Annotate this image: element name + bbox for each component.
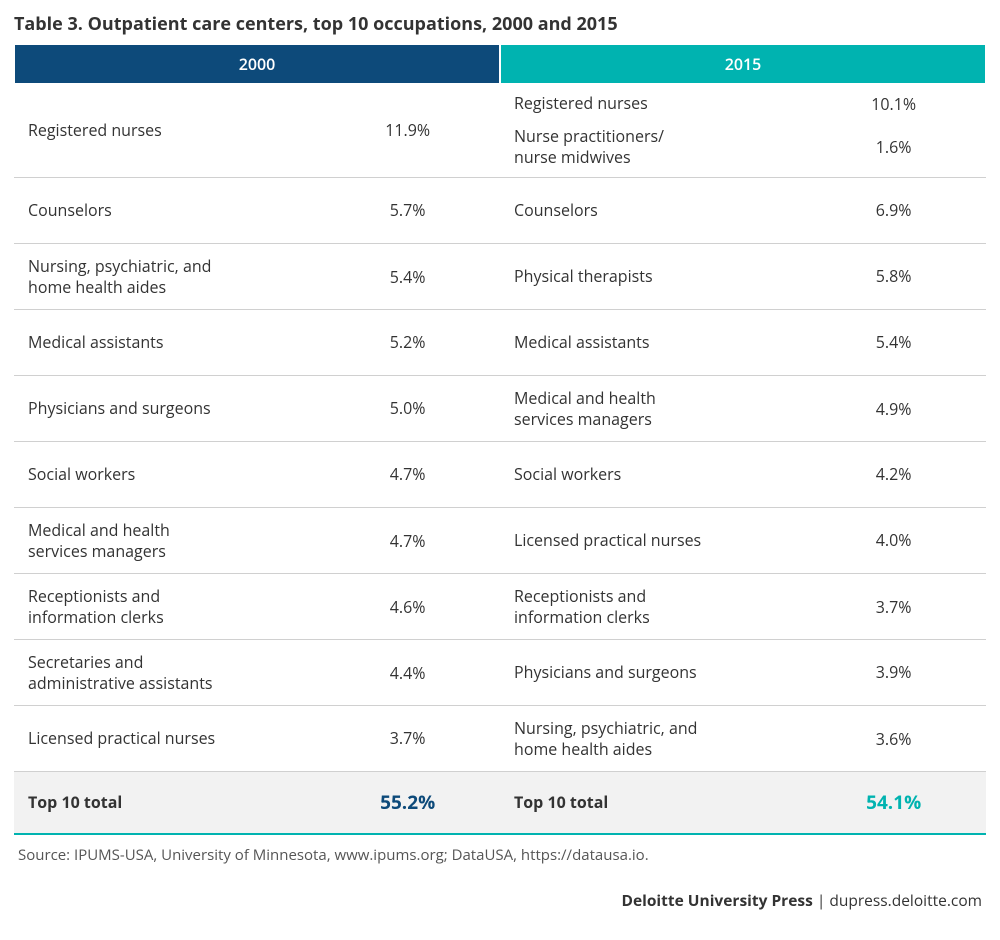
table-row: Secretaries andadministrative assistants… <box>14 640 986 706</box>
total-value-2015: 54.1% <box>801 789 986 815</box>
cell-left: Receptionists andinformation clerks4.6% <box>14 574 500 639</box>
header-2000: 2000 <box>14 44 500 84</box>
attribution-link: dupress.deloitte.com <box>829 889 982 911</box>
cell-right: Social workers4.2% <box>500 442 986 507</box>
table-title: Table 3. Outpatient care centers, top 10… <box>14 12 986 36</box>
occupation-label: Registered nurses <box>14 114 315 147</box>
cell-right: Nursing, psychiatric, andhome health aid… <box>500 706 986 771</box>
table-row: Registered nurses11.9%Registered nurses1… <box>14 84 986 178</box>
table-body: Registered nurses11.9%Registered nurses1… <box>14 84 986 772</box>
table-row: Receptionists andinformation clerks4.6%R… <box>14 574 986 640</box>
occupation-label: Social workers <box>14 458 315 491</box>
occupation-value: 3.7% <box>315 727 500 749</box>
occupation-value: 4.0% <box>801 529 986 551</box>
cell-left: Medical assistants5.2% <box>14 310 500 375</box>
table-row: Social workers4.7%Social workers4.2% <box>14 442 986 508</box>
occupation-value: 4.9% <box>801 398 986 420</box>
occupation-label: Nursing, psychiatric, andhome health aid… <box>500 712 801 766</box>
occupation-value: 6.9% <box>801 199 986 221</box>
total-row: Top 10 total 55.2% Top 10 total 54.1% <box>14 772 986 835</box>
occupation-value: 4.7% <box>315 530 500 552</box>
occupation-value: 11.9% <box>315 119 500 141</box>
occupation-value: 10.1% <box>801 93 986 115</box>
occupation-label: Physical therapists <box>500 260 801 293</box>
occupation-label: Receptionists andinformation clerks <box>14 580 315 634</box>
attribution: Deloitte University Press | dupress.delo… <box>14 889 986 911</box>
header-row: 2000 2015 <box>14 44 986 84</box>
attribution-sep: | <box>813 889 830 911</box>
cell-right: Receptionists andinformation clerks3.7% <box>500 574 986 639</box>
occupation-label: Licensed practical nurses <box>500 524 801 557</box>
occupation-label: Licensed practical nurses <box>14 722 315 755</box>
occupation-value: 5.8% <box>801 265 986 287</box>
total-label-2015: Top 10 total <box>500 786 801 819</box>
occupation-value: 3.9% <box>801 661 986 683</box>
occupation-label: Medical and healthservices managers <box>500 382 801 436</box>
occupation-value: 5.4% <box>801 331 986 353</box>
occupation-value: 3.7% <box>801 596 986 618</box>
occupation-label: Social workers <box>500 458 801 491</box>
occupation-value: 5.0% <box>315 397 500 419</box>
total-value-2000: 55.2% <box>315 789 500 815</box>
occupation-label: Nursing, psychiatric, andhome health aid… <box>14 250 315 304</box>
cell-right: Registered nurses10.1%Nurse practitioner… <box>500 84 986 177</box>
cell-right: Counselors6.9% <box>500 178 986 243</box>
occupation-value: 1.6% <box>801 136 986 158</box>
occupation-value: 5.4% <box>315 266 500 288</box>
cell-left: Social workers4.7% <box>14 442 500 507</box>
occupation-label: Medical assistants <box>14 326 315 359</box>
table-row: Nursing, psychiatric, andhome health aid… <box>14 244 986 310</box>
occupation-label: Physicians and surgeons <box>14 392 315 425</box>
occupation-label: Nurse practitioners/nurse midwives <box>500 120 801 174</box>
cell-right: Physicians and surgeons3.9% <box>500 640 986 705</box>
cell-right: Physical therapists5.8% <box>500 244 986 309</box>
occupation-value: 5.2% <box>315 331 500 353</box>
occupation-value: 4.4% <box>315 662 500 684</box>
occupation-label: Counselors <box>14 194 315 227</box>
total-label-2000: Top 10 total <box>14 786 315 819</box>
header-2015: 2015 <box>500 44 986 84</box>
cell-left: Registered nurses11.9% <box>14 84 500 177</box>
table-row: Physicians and surgeons5.0%Medical and h… <box>14 376 986 442</box>
occupation-value: 5.7% <box>315 199 500 221</box>
occupation-label: Secretaries andadministrative assistants <box>14 646 315 700</box>
occupation-value: 4.7% <box>315 463 500 485</box>
occupation-value: 4.6% <box>315 596 500 618</box>
table-row: Medical and healthservices managers4.7%L… <box>14 508 986 574</box>
cell-left: Nursing, psychiatric, andhome health aid… <box>14 244 500 309</box>
occupation-label: Medical and healthservices managers <box>14 514 315 568</box>
cell-right: Medical assistants5.4% <box>500 310 986 375</box>
occupation-value: 3.6% <box>801 728 986 750</box>
cell-left: Secretaries andadministrative assistants… <box>14 640 500 705</box>
table-row: Medical assistants5.2%Medical assistants… <box>14 310 986 376</box>
occupation-label: Receptionists andinformation clerks <box>500 580 801 634</box>
cell-left: Physicians and surgeons5.0% <box>14 376 500 441</box>
cell-left: Licensed practical nurses3.7% <box>14 706 500 771</box>
occupation-value: 4.2% <box>801 463 986 485</box>
occupation-label: Medical assistants <box>500 326 801 359</box>
occupation-label: Registered nurses <box>500 87 801 120</box>
source-text: Source: IPUMS-USA, University of Minneso… <box>14 845 986 865</box>
occupation-label: Physicians and surgeons <box>500 656 801 689</box>
occupation-label: Counselors <box>500 194 801 227</box>
table-row: Licensed practical nurses3.7%Nursing, ps… <box>14 706 986 772</box>
cell-right: Licensed practical nurses4.0% <box>500 508 986 573</box>
cell-left: Medical and healthservices managers4.7% <box>14 508 500 573</box>
cell-right: Medical and healthservices managers4.9% <box>500 376 986 441</box>
table-row: Counselors5.7%Counselors6.9% <box>14 178 986 244</box>
attribution-bold: Deloitte University Press <box>621 889 812 911</box>
cell-left: Counselors5.7% <box>14 178 500 243</box>
